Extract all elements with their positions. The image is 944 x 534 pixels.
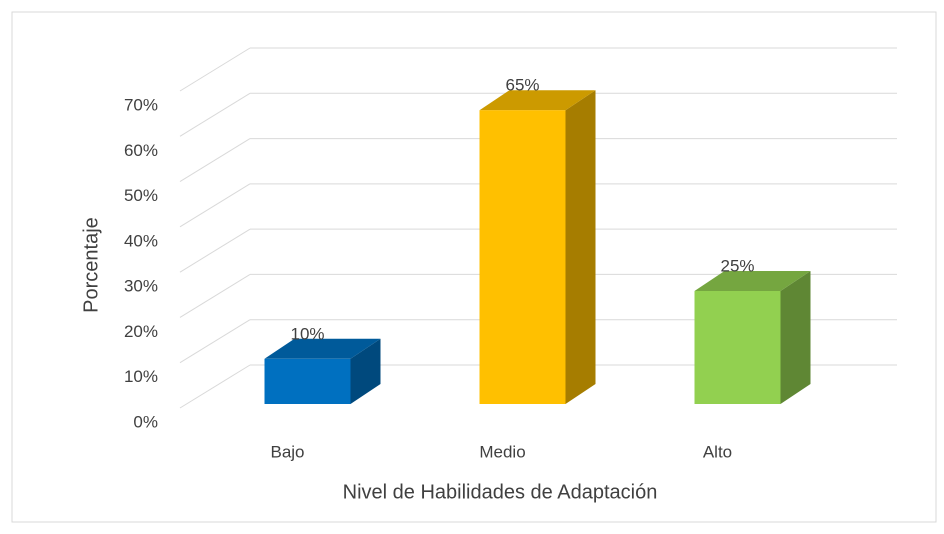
x-tick-label: Medio (479, 442, 525, 461)
x-tick-label: Bajo (270, 442, 304, 461)
bar (694, 291, 781, 404)
grid-line (179, 138, 251, 182)
y-tick-label: 50% (124, 186, 158, 205)
y-tick-label: 40% (124, 231, 158, 250)
chart-border (11, 11, 937, 523)
bar-side (350, 338, 381, 404)
grid-line (179, 319, 251, 364)
data-label: 65% (505, 76, 539, 95)
bar-top (694, 271, 811, 291)
y-tick-label: 70% (124, 95, 158, 114)
grid-line (179, 228, 251, 273)
bar-top (264, 338, 381, 359)
x-axis-title: Nivel de Habilidades de Adaptación (343, 481, 658, 503)
bar-top (479, 90, 596, 111)
y-tick-label: 20% (124, 322, 158, 341)
bar (264, 358, 351, 404)
data-label: 25% (720, 256, 754, 275)
y-tick-label: 0% (133, 412, 158, 431)
y-tick-label: 10% (124, 367, 158, 386)
grid-line (179, 47, 251, 92)
grid-line (179, 92, 251, 137)
grid-line (179, 364, 251, 409)
grid-line (179, 274, 251, 318)
data-label: 10% (290, 324, 324, 343)
bar (479, 110, 566, 404)
bar-side (780, 271, 811, 404)
y-tick-label: 60% (124, 141, 158, 160)
bar-side (565, 90, 596, 404)
y-axis-title: Porcentaje (80, 217, 102, 313)
grid-line (179, 183, 251, 228)
y-tick-label: 30% (124, 277, 158, 296)
x-tick-label: Alto (703, 442, 732, 461)
